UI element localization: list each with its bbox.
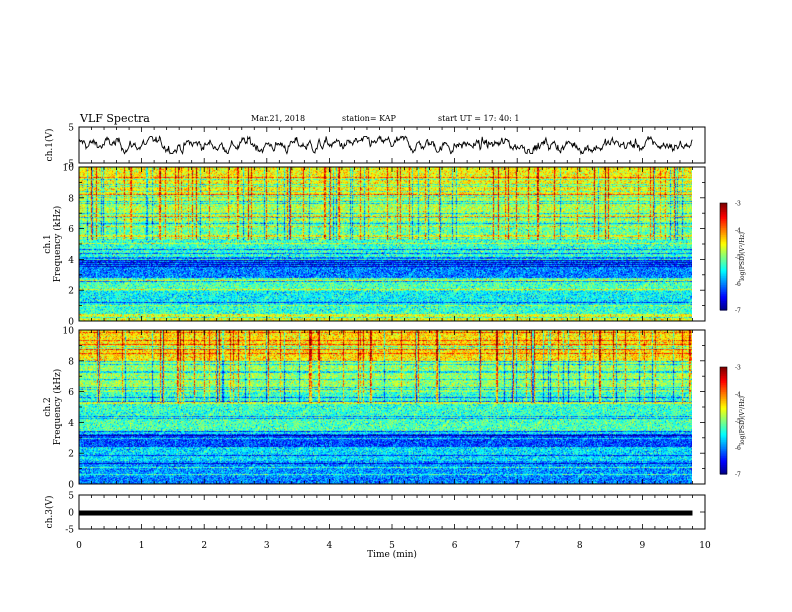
ch1-spectrogram-ytick: 0 — [68, 318, 74, 328]
x-axis-label: Time (min) — [367, 549, 417, 560]
ch3-waveform-trace — [79, 510, 693, 516]
x-tick-label: 6 — [452, 541, 458, 551]
ch1-waveform-trace — [78, 135, 693, 156]
ch2-spectrogram-ytick: 8 — [68, 357, 74, 367]
ch1-spectrogram-colorbar-tick: -4 — [735, 227, 741, 234]
ch2-spectrogram-colorbar-tick: -7 — [735, 472, 741, 479]
ch1-spectrogram-image — [79, 167, 692, 321]
ch1-spectrogram-colorbar-tick: -7 — [735, 308, 741, 315]
x-tick-label: 1 — [139, 541, 145, 551]
ch1-waveform-ytick: -5 — [65, 160, 74, 170]
ch2-spectrogram-colorbar-tick: -6 — [735, 445, 741, 452]
x-tick-label: 8 — [577, 541, 583, 551]
x-tick-label: 2 — [201, 541, 207, 551]
x-tick-label: 4 — [327, 541, 333, 551]
ch1-spectrogram-ytick: 6 — [68, 225, 74, 235]
ch2-spectrogram-colorbar-tick: -5 — [735, 418, 741, 425]
ch1-spectrogram-colorbar-tick: -3 — [735, 201, 741, 208]
x-tick-label: 7 — [514, 541, 520, 551]
ch2-spectrogram-ytick: 0 — [68, 481, 74, 491]
x-tick-label: 3 — [264, 541, 270, 551]
ch1-waveform-ytick: 5 — [68, 124, 74, 134]
ch1-waveform-frame — [78, 126, 706, 164]
ch2-spectrogram-ytick: 2 — [68, 450, 74, 460]
start-time-label: start UT = 17: 40: 1 — [438, 114, 520, 123]
station-label: station= KAP — [342, 114, 396, 123]
ch1-spectrogram-colorbar-tick: -5 — [735, 254, 741, 261]
ch2-spectrogram-image — [79, 330, 692, 484]
ch3-waveform-ylabel: ch.3(V) — [44, 496, 55, 529]
x-tick-label: 0 — [76, 541, 82, 551]
ch2-spectrogram-colorbar-tick: -4 — [735, 391, 741, 398]
ch1-spectrogram-ytick: 8 — [68, 194, 74, 204]
ch1-spectrogram-ytick: 2 — [68, 287, 74, 297]
ch1-spectrogram-colorbar-label: log(PSD)(V²/Hz) — [739, 232, 746, 281]
ch1-spectrogram-ylabel: ch.1 — [43, 234, 53, 253]
ch2-spectrogram-colorbar-label: log(PSD)(V²/Hz) — [739, 396, 746, 445]
date-label: Mar.21, 2018 — [251, 114, 306, 123]
ch3-waveform-ytick: 5 — [68, 492, 74, 502]
chart-title: VLF Spectra — [80, 112, 150, 125]
ch1-spectrogram-ylabel2: Frequency (kHz) — [52, 206, 63, 283]
ch1-spectrogram-colorbar — [719, 202, 728, 311]
x-tick-label: 9 — [640, 541, 646, 551]
ch1-waveform-ylabel: ch.1(V) — [44, 129, 55, 162]
ch2-spectrogram-ytick: 10 — [63, 327, 75, 337]
ch2-spectrogram-ytick: 6 — [68, 388, 74, 398]
ch3-waveform-ytick: 0 — [68, 509, 74, 519]
ch2-spectrogram-ylabel: ch.2 — [43, 397, 53, 416]
ch2-spectrogram-ylabel2: Frequency (kHz) — [52, 369, 63, 446]
ch2-spectrogram-colorbar — [719, 366, 728, 475]
x-tick-label: 10 — [699, 541, 711, 551]
ch1-spectrogram-ytick: 10 — [63, 164, 75, 174]
x-tick-label: 5 — [389, 541, 395, 551]
ch2-spectrogram-ytick: 4 — [68, 419, 74, 429]
ch1-spectrogram-colorbar-tick: -6 — [735, 281, 741, 288]
ch3-waveform-ytick: -5 — [65, 526, 74, 536]
ch2-spectrogram-colorbar-tick: -3 — [735, 365, 741, 372]
ch1-spectrogram-ytick: 4 — [68, 256, 74, 266]
